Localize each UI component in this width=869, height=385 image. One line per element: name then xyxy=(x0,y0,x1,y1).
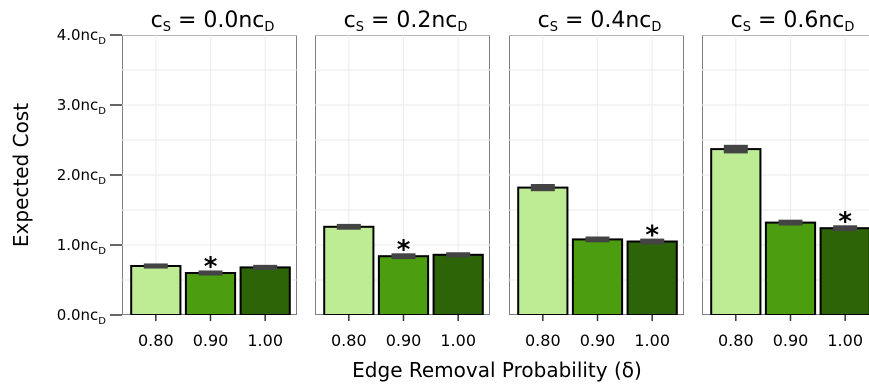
bar xyxy=(819,227,869,315)
y-tick-label: 2.0ncD xyxy=(57,166,107,187)
y-tick-label: 1.0ncD xyxy=(57,236,107,257)
x-tick-label: 0.90 xyxy=(193,331,229,350)
bar xyxy=(517,186,569,315)
error-bar xyxy=(530,184,555,192)
error-bar xyxy=(198,270,223,276)
chart-panel: * 0.80 0.90 1.00 cS = 0.4ncD xyxy=(509,8,684,350)
bar xyxy=(710,148,762,315)
error-bar xyxy=(253,264,278,270)
panel-title: cS = 0.0ncD xyxy=(151,8,275,35)
x-tick-label: 1.00 xyxy=(827,331,863,350)
panel-title: cS = 0.6ncD xyxy=(731,8,855,35)
y-axis-labels: 0.0ncD 1.0ncD 2.0ncD 3.0ncD 4.0ncD xyxy=(57,26,122,327)
bar xyxy=(239,266,291,315)
bar xyxy=(764,221,817,315)
panel-title: cS = 0.2ncD xyxy=(344,8,468,35)
error-bar xyxy=(336,223,361,230)
x-tick-label: 0.80 xyxy=(138,331,174,350)
x-tick-label: 0.90 xyxy=(580,331,616,350)
chart-panel: * 0.80 0.90 1.00 cS = 0.6ncD xyxy=(702,8,869,350)
x-tick-label: 0.80 xyxy=(331,331,367,350)
chart-panel: * 0.80 0.90 1.00 cS = 0.0ncD xyxy=(122,8,297,350)
chart-panel: * 0.80 0.90 1.00 cS = 0.2ncD xyxy=(315,8,490,350)
x-tick-label: 0.80 xyxy=(718,331,754,350)
x-tick-label: 0.90 xyxy=(773,331,809,350)
best-marker: * xyxy=(838,207,852,237)
error-bar xyxy=(143,263,168,269)
error-bar xyxy=(723,144,748,154)
bar xyxy=(432,253,484,315)
error-bar xyxy=(778,219,803,226)
best-marker: * xyxy=(397,235,411,265)
y-axis-title: Expected Cost xyxy=(9,103,33,247)
x-tick-label: 0.80 xyxy=(525,331,561,350)
y-tick-label: 4.0ncD xyxy=(57,26,107,47)
x-axis-title: Edge Removal Probability (δ) xyxy=(352,358,642,382)
best-marker: * xyxy=(204,252,218,282)
error-bar xyxy=(446,252,471,258)
x-tick-label: 1.00 xyxy=(247,331,283,350)
y-tick-label: 3.0ncD xyxy=(57,96,107,117)
bar xyxy=(626,240,678,315)
x-tick-label: 1.00 xyxy=(440,331,476,350)
error-bar xyxy=(585,236,610,243)
error-bar xyxy=(833,225,858,232)
bar xyxy=(130,265,182,315)
y-tick-label: 0.0ncD xyxy=(57,306,107,327)
bar xyxy=(571,238,624,315)
bar xyxy=(323,225,375,315)
panel-title: cS = 0.4ncD xyxy=(538,8,662,35)
x-tick-label: 0.90 xyxy=(386,331,422,350)
error-bar xyxy=(391,253,416,260)
x-tick-label: 1.00 xyxy=(634,331,670,350)
best-marker: * xyxy=(645,221,659,251)
error-bar xyxy=(640,238,665,245)
chart-panels: * 0.80 0.90 1.00 cS = 0.0ncD * 0.80 0.90 1.00 cS … xyxy=(122,8,869,350)
